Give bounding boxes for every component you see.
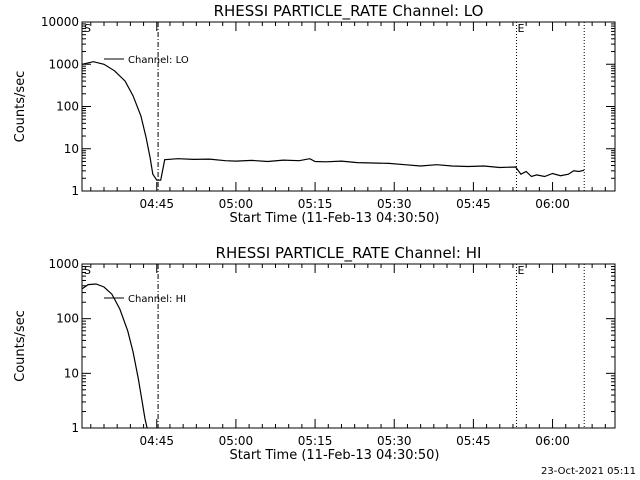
lo-channel-panel: RHESSI PARTICLE_RATE Channel: LO 1 10 100 10… <box>13 2 616 226</box>
y-tick-label: 1 <box>71 184 79 198</box>
x-tick-label: 06:00 <box>535 197 570 211</box>
start-marker: S <box>84 22 91 35</box>
y-tick-label: 10 <box>64 366 79 380</box>
chart-title: RHESSI PARTICLE_RATE Channel: LO <box>214 2 484 21</box>
y-tick-label: 1000 <box>48 257 79 271</box>
plot-frame <box>81 21 616 192</box>
timestamp: 23-Oct-2021 05:11 <box>541 466 636 477</box>
x-tick-label: 06:00 <box>535 434 570 448</box>
series-line <box>81 283 148 429</box>
hi-channel-panel: RHESSI PARTICLE_RATE Channel: HI 1 10 100 10… <box>13 244 616 463</box>
y-axis-label: Counts/sec <box>13 71 28 143</box>
x-tick-label: 05:00 <box>219 434 254 448</box>
x-tick-label: 05:15 <box>298 197 333 211</box>
x-tick-label: 05:45 <box>456 197 491 211</box>
x-tick-label: 05:30 <box>377 434 412 448</box>
series-line <box>81 61 585 181</box>
y-tick-label: 10000 <box>41 15 79 29</box>
x-tick-label: 05:00 <box>219 197 254 211</box>
start-marker: S <box>84 264 91 277</box>
y-tick-label: 1000 <box>48 57 79 71</box>
x-tick-label: 04:45 <box>139 197 174 211</box>
end-marker: E <box>517 264 524 277</box>
y-tick-label: 10 <box>64 142 79 156</box>
x-tick-label: 04:45 <box>139 434 174 448</box>
y-tick-label: 1 <box>71 421 79 435</box>
x-tick-label: 05:45 <box>456 434 491 448</box>
end-marker: E <box>517 22 524 35</box>
legend-entry: Channel: HI <box>128 294 186 305</box>
plot-frame <box>81 263 616 429</box>
y-tick-label: 100 <box>56 100 79 114</box>
y-axis-label: Counts/sec <box>13 310 28 382</box>
y-tick-label: 100 <box>56 312 79 326</box>
x-tick-label: 05:15 <box>298 434 333 448</box>
chart-title: RHESSI PARTICLE_RATE Channel: HI <box>216 244 482 263</box>
x-tick-label: 05:30 <box>377 197 412 211</box>
x-axis-label: Start Time (11-Feb-13 04:30:50) <box>230 211 440 226</box>
x-axis-label: Start Time (11-Feb-13 04:30:50) <box>230 448 440 463</box>
legend-entry: Channel: LO <box>128 55 189 66</box>
